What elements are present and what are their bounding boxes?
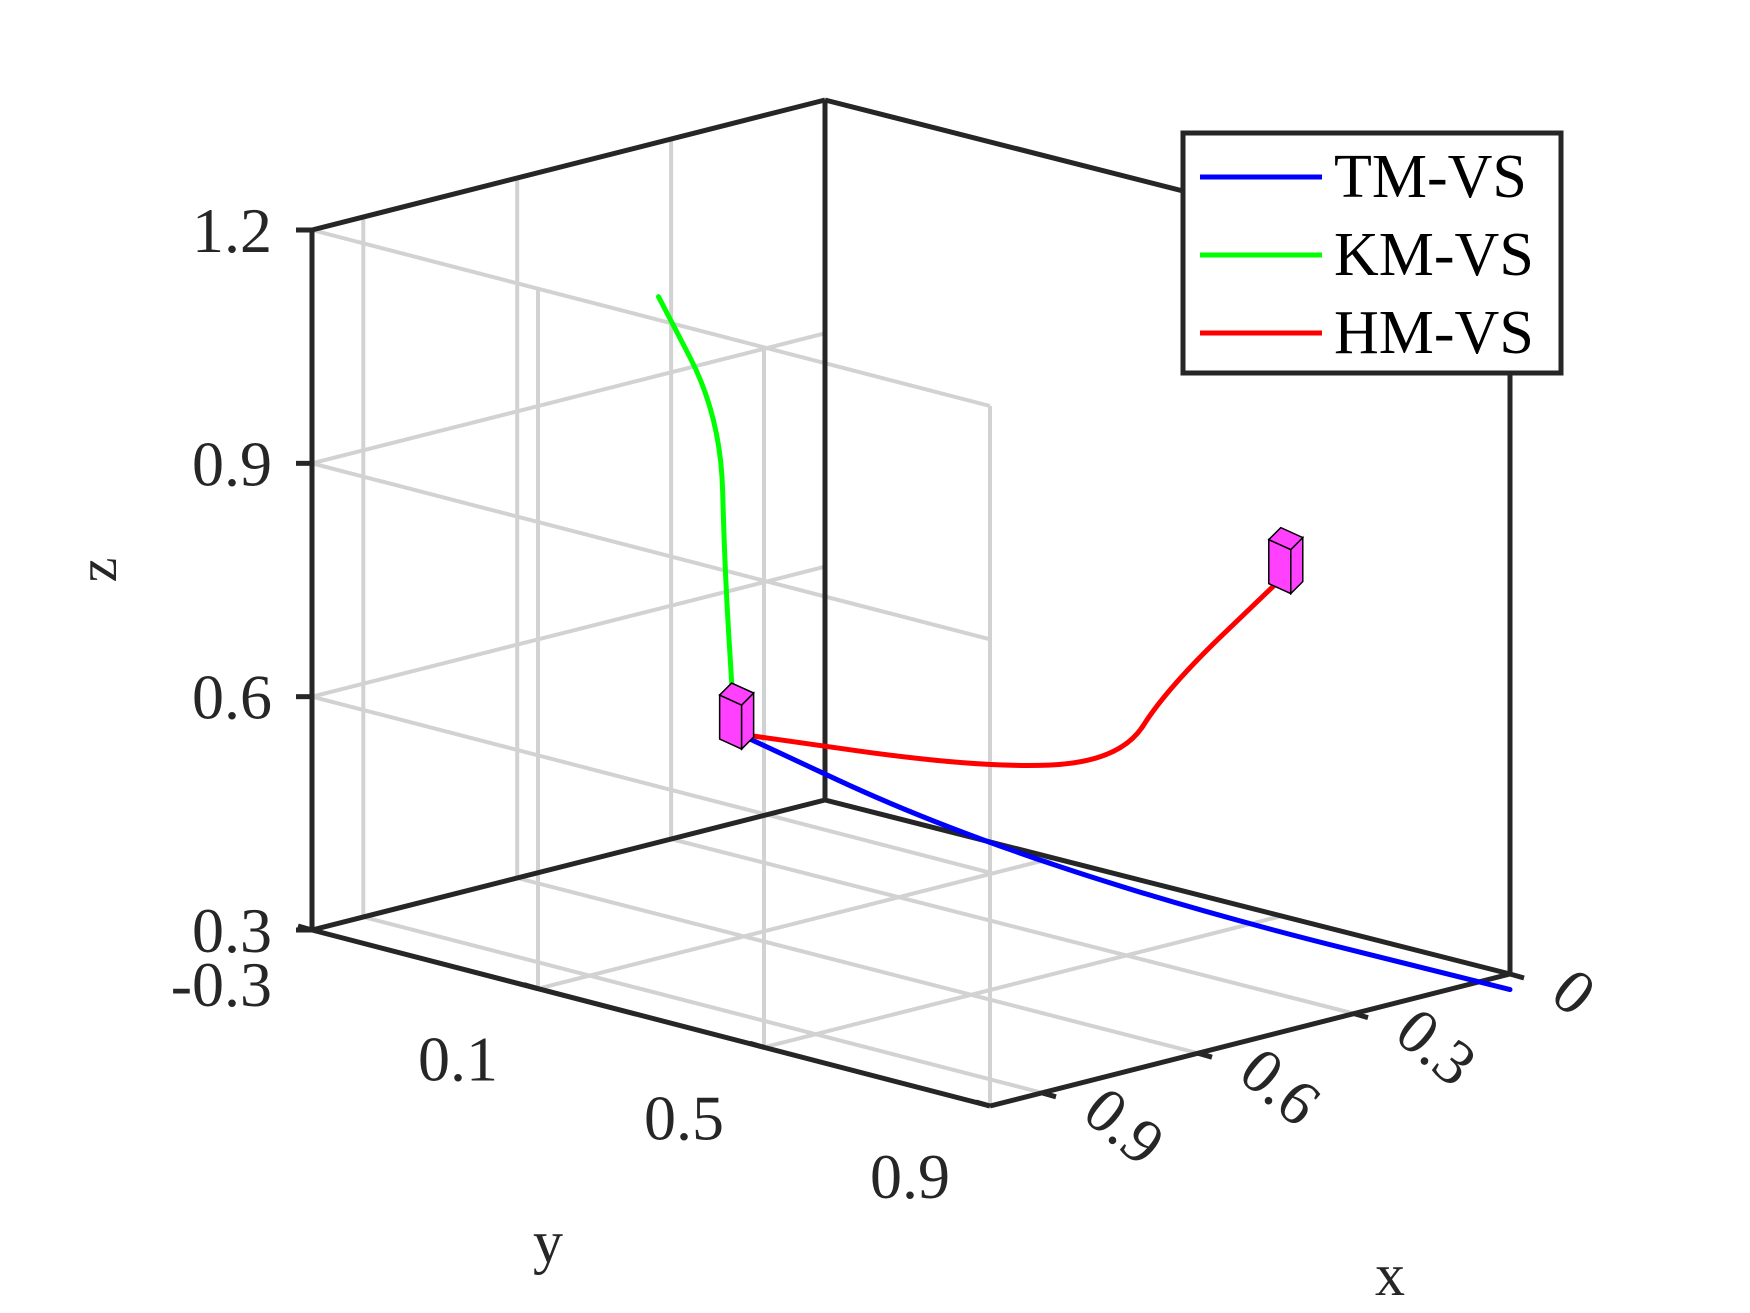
x-tick <box>1041 1090 1057 1100</box>
series-line-km-vs <box>655 294 736 709</box>
grid-line <box>311 694 991 875</box>
z-tick-label: 0.3 <box>192 895 272 966</box>
y-tick-label: 0.5 <box>644 1082 724 1153</box>
target-box <box>1267 526 1305 596</box>
axes-box <box>309 97 1513 1109</box>
start-box <box>718 682 755 751</box>
x-tick <box>1197 1050 1213 1060</box>
markers <box>718 526 1305 751</box>
legend-label-tm-vs: TM-VS <box>1334 143 1527 211</box>
legend-label-km-vs: KM-VS <box>1334 221 1534 289</box>
series-line-tm-vs <box>736 731 1513 993</box>
axis-edge <box>824 797 1511 977</box>
grid-line <box>516 876 1199 1056</box>
axis-edge <box>311 927 991 1109</box>
grid-line <box>670 837 1355 1016</box>
x-tick <box>1353 1011 1369 1021</box>
y-tick <box>975 1099 991 1109</box>
y-tick-label: -0.3 <box>171 949 272 1020</box>
y-tick <box>749 1040 765 1050</box>
y-tick <box>297 923 313 933</box>
y-tick-label: 0.1 <box>418 1024 498 1095</box>
x-tick <box>1509 971 1525 981</box>
grid-line <box>311 228 991 408</box>
z-axis-label: z <box>67 558 129 583</box>
grid-line <box>311 331 826 466</box>
x-tick-label: 0.3 <box>1383 994 1490 1100</box>
x-axis-label: x <box>1375 1242 1405 1308</box>
legend[interactable]: TM-VS KM-VS HM-VS <box>1180 130 1564 376</box>
z-tick-label: 0.6 <box>192 662 272 733</box>
axis-edge <box>989 971 1511 1109</box>
grid-line <box>311 564 826 699</box>
grid-line <box>311 461 991 642</box>
grid-line <box>362 915 1043 1095</box>
axis-edge <box>311 97 826 233</box>
y-axis-label: y <box>533 1209 563 1275</box>
x-tick-label: 0.6 <box>1227 1034 1334 1140</box>
z-tick-label: 1.2 <box>192 195 272 266</box>
x-tick-label: 0.9 <box>1071 1073 1178 1179</box>
axis-edge <box>311 797 826 933</box>
series-line-hm-vs <box>736 574 1286 768</box>
series-lines <box>655 294 1513 993</box>
grid-line <box>763 914 1283 1050</box>
z-tick-label: 0.9 <box>192 428 272 499</box>
legend-label-hm-vs: HM-VS <box>1334 299 1534 367</box>
grid-line <box>537 856 1054 991</box>
y-tick <box>523 982 539 992</box>
x-tick-label: 0 <box>1539 954 1609 1029</box>
y-tick-label: 0.9 <box>870 1141 950 1212</box>
